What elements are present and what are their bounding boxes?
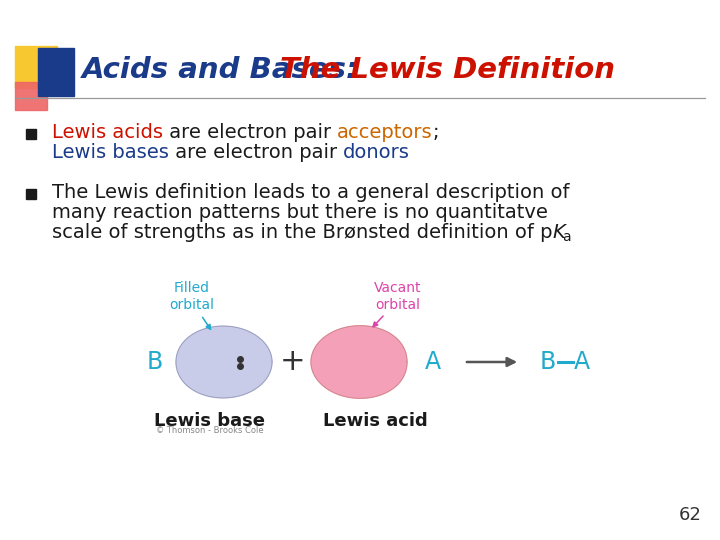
Text: © Thomson - Brooks Cole: © Thomson - Brooks Cole — [156, 426, 264, 435]
Text: +: + — [280, 348, 306, 376]
Bar — [15, 46, 57, 88]
Text: A: A — [574, 350, 590, 374]
Text: acceptors: acceptors — [338, 123, 433, 141]
Text: B: B — [540, 350, 557, 374]
Text: 62: 62 — [679, 506, 702, 524]
Bar — [15, 82, 47, 110]
Text: Lewis bases: Lewis bases — [52, 143, 169, 161]
Polygon shape — [176, 326, 272, 398]
Text: B: B — [147, 350, 163, 374]
Text: scale of strengths as in the Brønsted definition of p: scale of strengths as in the Brønsted de… — [52, 222, 552, 241]
Text: ;: ; — [433, 123, 439, 141]
Text: Lewis acid: Lewis acid — [323, 412, 428, 430]
Bar — [38, 48, 74, 96]
Text: Lewis acids: Lewis acids — [52, 123, 163, 141]
Polygon shape — [311, 326, 407, 399]
Text: The Lewis Definition: The Lewis Definition — [280, 56, 615, 84]
Text: many reaction patterns but there is no quantitatve: many reaction patterns but there is no q… — [52, 202, 548, 221]
Text: are electron pair: are electron pair — [163, 123, 338, 141]
Text: scale of strengths as in the Brønsted definition of p: scale of strengths as in the Brønsted de… — [52, 222, 552, 241]
Text: Filled
orbital: Filled orbital — [169, 281, 215, 312]
Text: donors: donors — [343, 143, 410, 161]
Text: Acids and Bases:: Acids and Bases: — [82, 56, 369, 84]
Text: K: K — [552, 222, 565, 241]
Text: Lewis base: Lewis base — [155, 412, 266, 430]
Text: a: a — [562, 230, 571, 244]
Text: The Lewis definition leads to a general description of: The Lewis definition leads to a general … — [52, 183, 570, 201]
Text: are electron pair: are electron pair — [169, 143, 343, 161]
Text: A: A — [425, 350, 441, 374]
Bar — [26, 189, 36, 199]
Text: Vacant
orbital: Vacant orbital — [374, 281, 422, 312]
Bar — [26, 129, 36, 139]
